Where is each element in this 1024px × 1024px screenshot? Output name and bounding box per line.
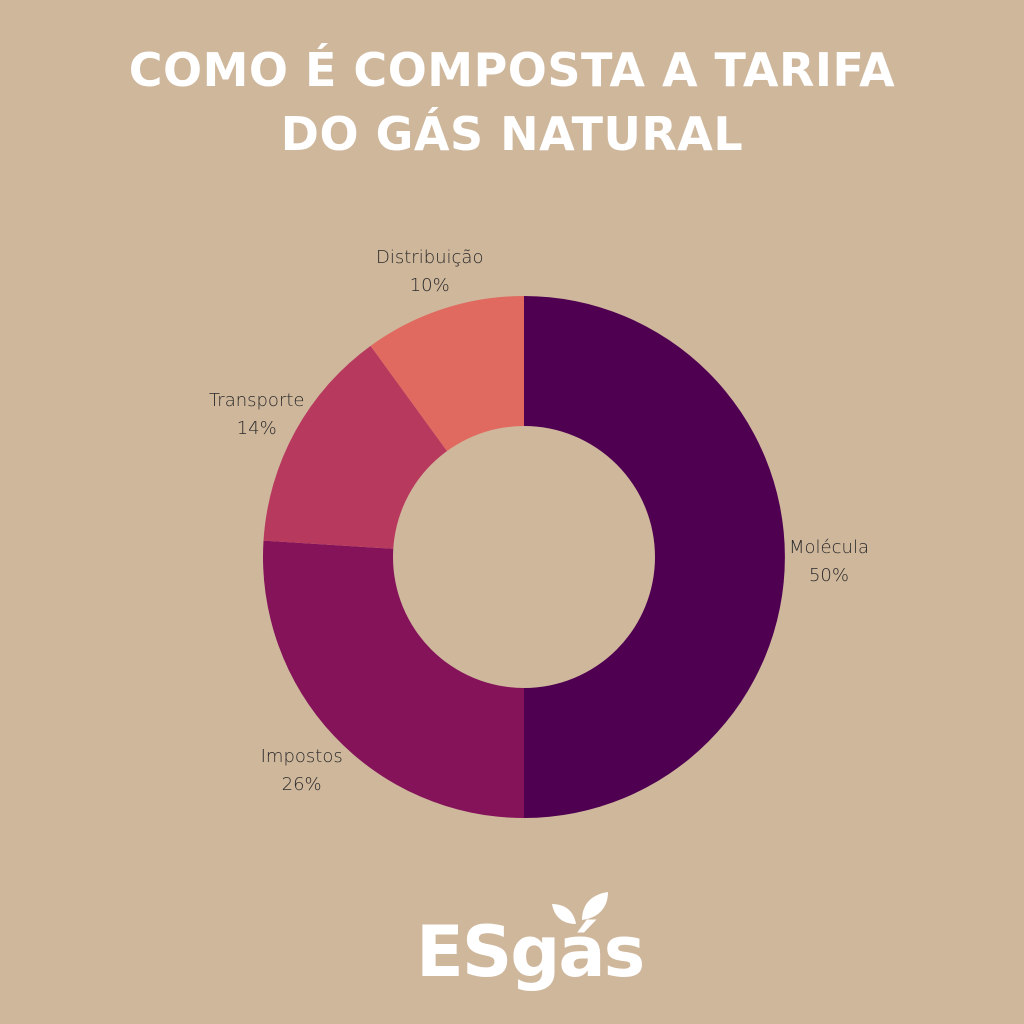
logo-text: ESgás bbox=[416, 911, 643, 993]
slice-label-0: Molécula 50% bbox=[789, 537, 869, 586]
slice-labels: Molécula 50% Impostos 26% Transporte 14% Distr… bbox=[209, 247, 869, 795]
slice-label-3: Distribuição 10% bbox=[376, 247, 483, 296]
chart-title: COMO É COMPOSTA A TARIFA DO GÁS NATURAL bbox=[0, 38, 1024, 166]
slice-label-1: Impostos 26% bbox=[261, 746, 343, 795]
leaf-icon bbox=[552, 892, 608, 924]
slice-label-2: Transporte 14% bbox=[209, 390, 305, 439]
esgas-logo: ESgás bbox=[416, 892, 645, 993]
chart-title-line-1: COMO É COMPOSTA A TARIFA bbox=[128, 43, 896, 97]
donut-hole bbox=[393, 426, 655, 688]
chart-title-line-2: DO GÁS NATURAL bbox=[280, 107, 744, 161]
